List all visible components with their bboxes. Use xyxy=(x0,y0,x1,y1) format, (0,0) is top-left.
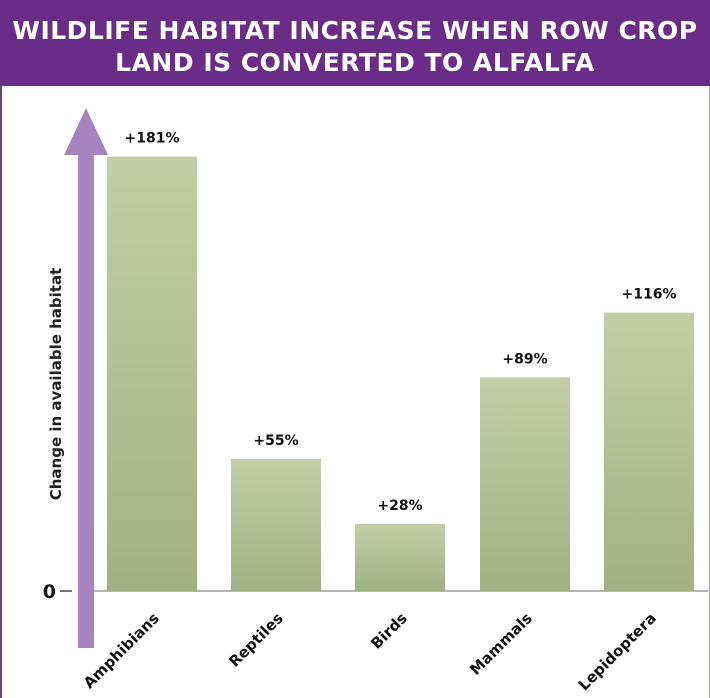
value-label: +55% xyxy=(253,433,298,449)
bar-reptiles xyxy=(231,459,321,591)
value-label: +28% xyxy=(377,498,422,514)
value-label: +89% xyxy=(502,351,547,367)
y-axis-label: Change in available habitat xyxy=(47,268,65,501)
category-label: Reptiles xyxy=(225,609,287,671)
bar-birds xyxy=(355,523,445,591)
value-label: +116% xyxy=(622,287,677,303)
y-axis-arrow xyxy=(64,108,108,648)
bar-mammals xyxy=(480,377,570,591)
chart-title: WILDLIFE HABITAT INCREASE WHEN ROW CROP … xyxy=(12,16,698,77)
category-label: Mammals xyxy=(466,609,536,679)
bar-lepidoptera xyxy=(604,312,694,591)
chart-header: WILDLIFE HABITAT INCREASE WHEN ROW CROP … xyxy=(0,0,710,86)
y-tick-label: 0 xyxy=(43,581,56,603)
category-label: Lepidoptera xyxy=(575,609,660,694)
value-label: +181% xyxy=(125,131,180,147)
bar-amphibians xyxy=(107,156,197,591)
category-label: Birds xyxy=(367,609,411,653)
